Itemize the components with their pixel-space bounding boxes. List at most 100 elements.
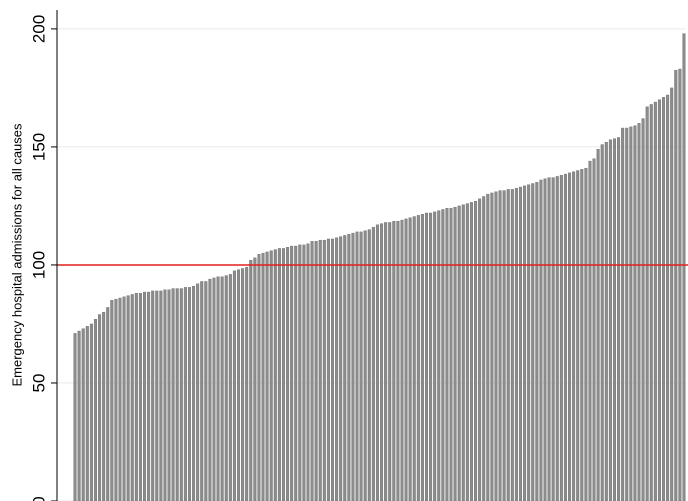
- bar: [420, 213, 424, 501]
- bar: [114, 298, 118, 501]
- bar: [637, 123, 641, 501]
- bar: [277, 248, 281, 501]
- bar: [380, 223, 384, 501]
- bar: [657, 99, 661, 501]
- bar: [670, 87, 674, 501]
- bar: [547, 177, 551, 501]
- bar: [625, 127, 629, 501]
- bar: [457, 205, 461, 501]
- bar: [621, 127, 625, 501]
- bar: [265, 251, 269, 501]
- bar: [572, 171, 576, 501]
- bar: [486, 193, 490, 501]
- bar: [89, 323, 93, 501]
- bar: [147, 291, 151, 501]
- bar: [294, 245, 298, 501]
- bar: [461, 204, 465, 501]
- bar: [543, 178, 547, 501]
- bar: [494, 191, 498, 501]
- bar: [424, 212, 429, 501]
- bar: [77, 330, 81, 501]
- bar: [249, 260, 253, 501]
- bar: [232, 270, 236, 501]
- bar: [200, 281, 204, 501]
- bar: [433, 211, 437, 501]
- bar: [122, 296, 126, 501]
- bar: [339, 236, 343, 501]
- bar: [183, 287, 187, 501]
- bar: [138, 293, 142, 501]
- bar: [167, 289, 171, 501]
- bar: [237, 269, 241, 501]
- bar: [204, 281, 208, 501]
- bar: [400, 219, 404, 501]
- bar: [629, 126, 633, 501]
- bar: [228, 274, 232, 501]
- bar: [253, 257, 257, 501]
- bar: [269, 250, 273, 501]
- bar: [93, 319, 97, 501]
- bar: [551, 177, 555, 501]
- bar: [163, 289, 167, 501]
- bar: [306, 243, 310, 501]
- bar: [563, 173, 567, 501]
- bar: [302, 244, 306, 501]
- bar: [371, 226, 375, 501]
- bar: [682, 33, 686, 501]
- bar: [363, 230, 367, 501]
- y-tick-label: 50: [29, 374, 48, 393]
- bar: [220, 276, 224, 501]
- bar: [502, 190, 506, 501]
- bar: [241, 268, 245, 501]
- bar: [118, 297, 122, 501]
- bar: [110, 300, 114, 501]
- bar: [592, 158, 596, 501]
- bar: [322, 239, 326, 501]
- bar: [286, 247, 290, 501]
- bar: [196, 283, 200, 501]
- bar: [330, 238, 335, 501]
- bar: [281, 248, 285, 501]
- bar: [126, 295, 130, 501]
- bar: [580, 169, 584, 501]
- y-tick-label: 0: [29, 496, 48, 501]
- bar: [555, 176, 559, 501]
- bar: [408, 217, 412, 501]
- bar: [453, 206, 457, 501]
- bar: [81, 328, 85, 501]
- bar: [224, 275, 228, 501]
- bar: [518, 186, 522, 501]
- bar: [584, 167, 588, 501]
- bar: [155, 290, 159, 501]
- bar: [412, 216, 416, 501]
- bar: [416, 215, 420, 501]
- bar: [396, 221, 400, 501]
- bar: [171, 288, 175, 501]
- bar: [559, 175, 563, 501]
- bar: [351, 232, 355, 501]
- bar: [245, 267, 249, 501]
- bar: [441, 209, 445, 501]
- bar: [179, 288, 183, 501]
- y-tick-label: 200: [29, 15, 48, 43]
- bar: [474, 201, 478, 501]
- bar: [130, 294, 134, 501]
- bar: [482, 196, 486, 501]
- bar: [208, 278, 212, 501]
- bar: [531, 183, 535, 501]
- bar: [192, 285, 196, 501]
- bar: [273, 249, 277, 501]
- bar: [596, 149, 600, 501]
- bar: [649, 104, 653, 501]
- bar: [604, 141, 608, 501]
- bar: [510, 189, 514, 501]
- bar: [498, 190, 502, 501]
- bar: [347, 234, 351, 501]
- bar: [429, 212, 433, 501]
- bar: [469, 202, 473, 501]
- bar: [506, 189, 510, 501]
- bar: [653, 101, 657, 501]
- bar: [666, 94, 670, 501]
- bar: [449, 208, 453, 501]
